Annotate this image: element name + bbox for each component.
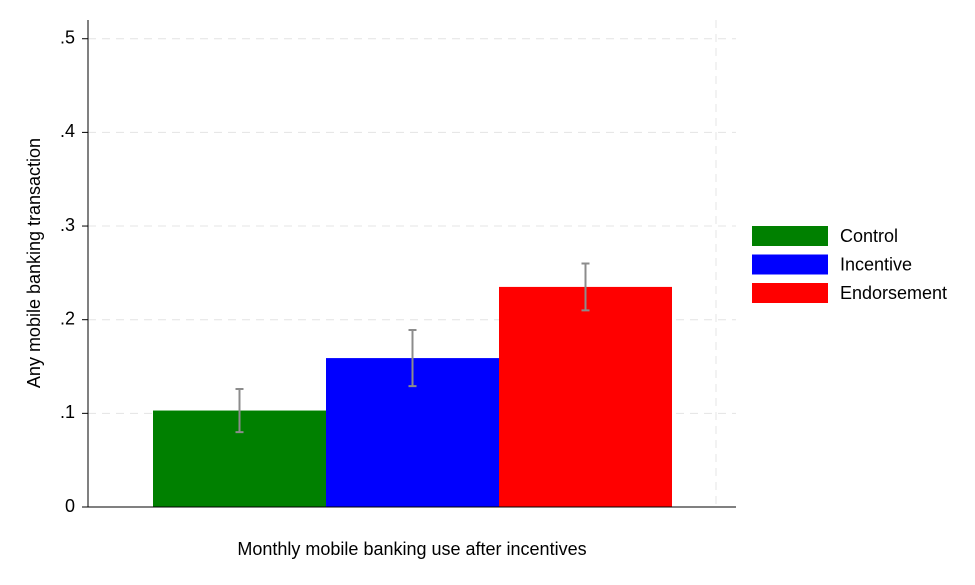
error-bar: [235, 387, 244, 434]
y-tick-label: .4: [60, 121, 75, 141]
x-axis-title: Monthly mobile banking use after incenti…: [237, 539, 586, 559]
legend-label: Endorsement: [840, 283, 947, 303]
legend-swatch: [752, 283, 828, 303]
legend-label: Control: [840, 226, 898, 246]
bar: [499, 286, 672, 507]
y-tick-label: .2: [60, 308, 75, 328]
legend-label: Incentive: [840, 254, 912, 274]
y-axis-title: Any mobile banking transaction: [24, 138, 44, 388]
legend-swatch: [752, 226, 828, 246]
y-tick-label: 0: [65, 496, 75, 516]
legend-swatch: [752, 254, 828, 275]
y-tick-label: .5: [60, 27, 75, 47]
error-bar: [581, 262, 590, 312]
y-tick-label: .1: [60, 402, 75, 422]
y-tick-label: .3: [60, 215, 75, 235]
error-bar: [408, 328, 417, 388]
